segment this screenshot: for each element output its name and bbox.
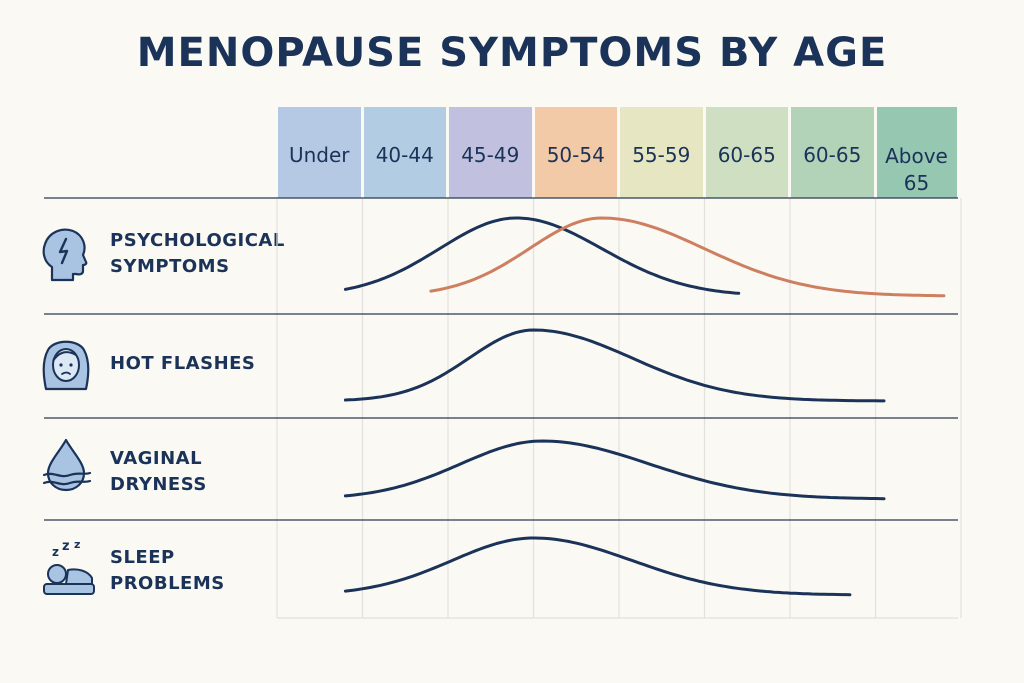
column-header: Under [278, 107, 361, 198]
svg-text:z: z [62, 539, 70, 554]
column-header: 50-54 [534, 107, 617, 198]
series-line-navy [343, 439, 886, 501]
series-line-navy [343, 216, 741, 295]
row-label: SLEEP PROBLEMS [110, 547, 225, 594]
svg-text:z: z [52, 545, 59, 559]
series-line-orange [429, 216, 946, 298]
sleep-icon: z z z [40, 538, 96, 604]
column-header: 55-59 [620, 107, 703, 198]
series-line-navy [343, 536, 852, 597]
column-header: 60-65 [791, 107, 874, 198]
drop-icon [40, 437, 92, 497]
row-label: HOT FLASHES [110, 353, 256, 374]
woman-icon [40, 335, 92, 395]
series-line-navy [343, 328, 886, 403]
column-header: 60-65 [705, 107, 788, 198]
column-header: 40-44 [363, 107, 446, 198]
row-label: VAGINAL DRYNESS [110, 448, 207, 495]
column-header: Above 65 [876, 107, 957, 198]
svg-text:z: z [74, 538, 80, 551]
head-icon [40, 222, 90, 288]
column-header: 45-49 [449, 107, 532, 198]
chart-title: MENOPAUSE SYMPTOMS BY AGE [136, 30, 888, 76]
row-label: PSYCHOLOGICAL SYMPTOMS [110, 230, 285, 277]
